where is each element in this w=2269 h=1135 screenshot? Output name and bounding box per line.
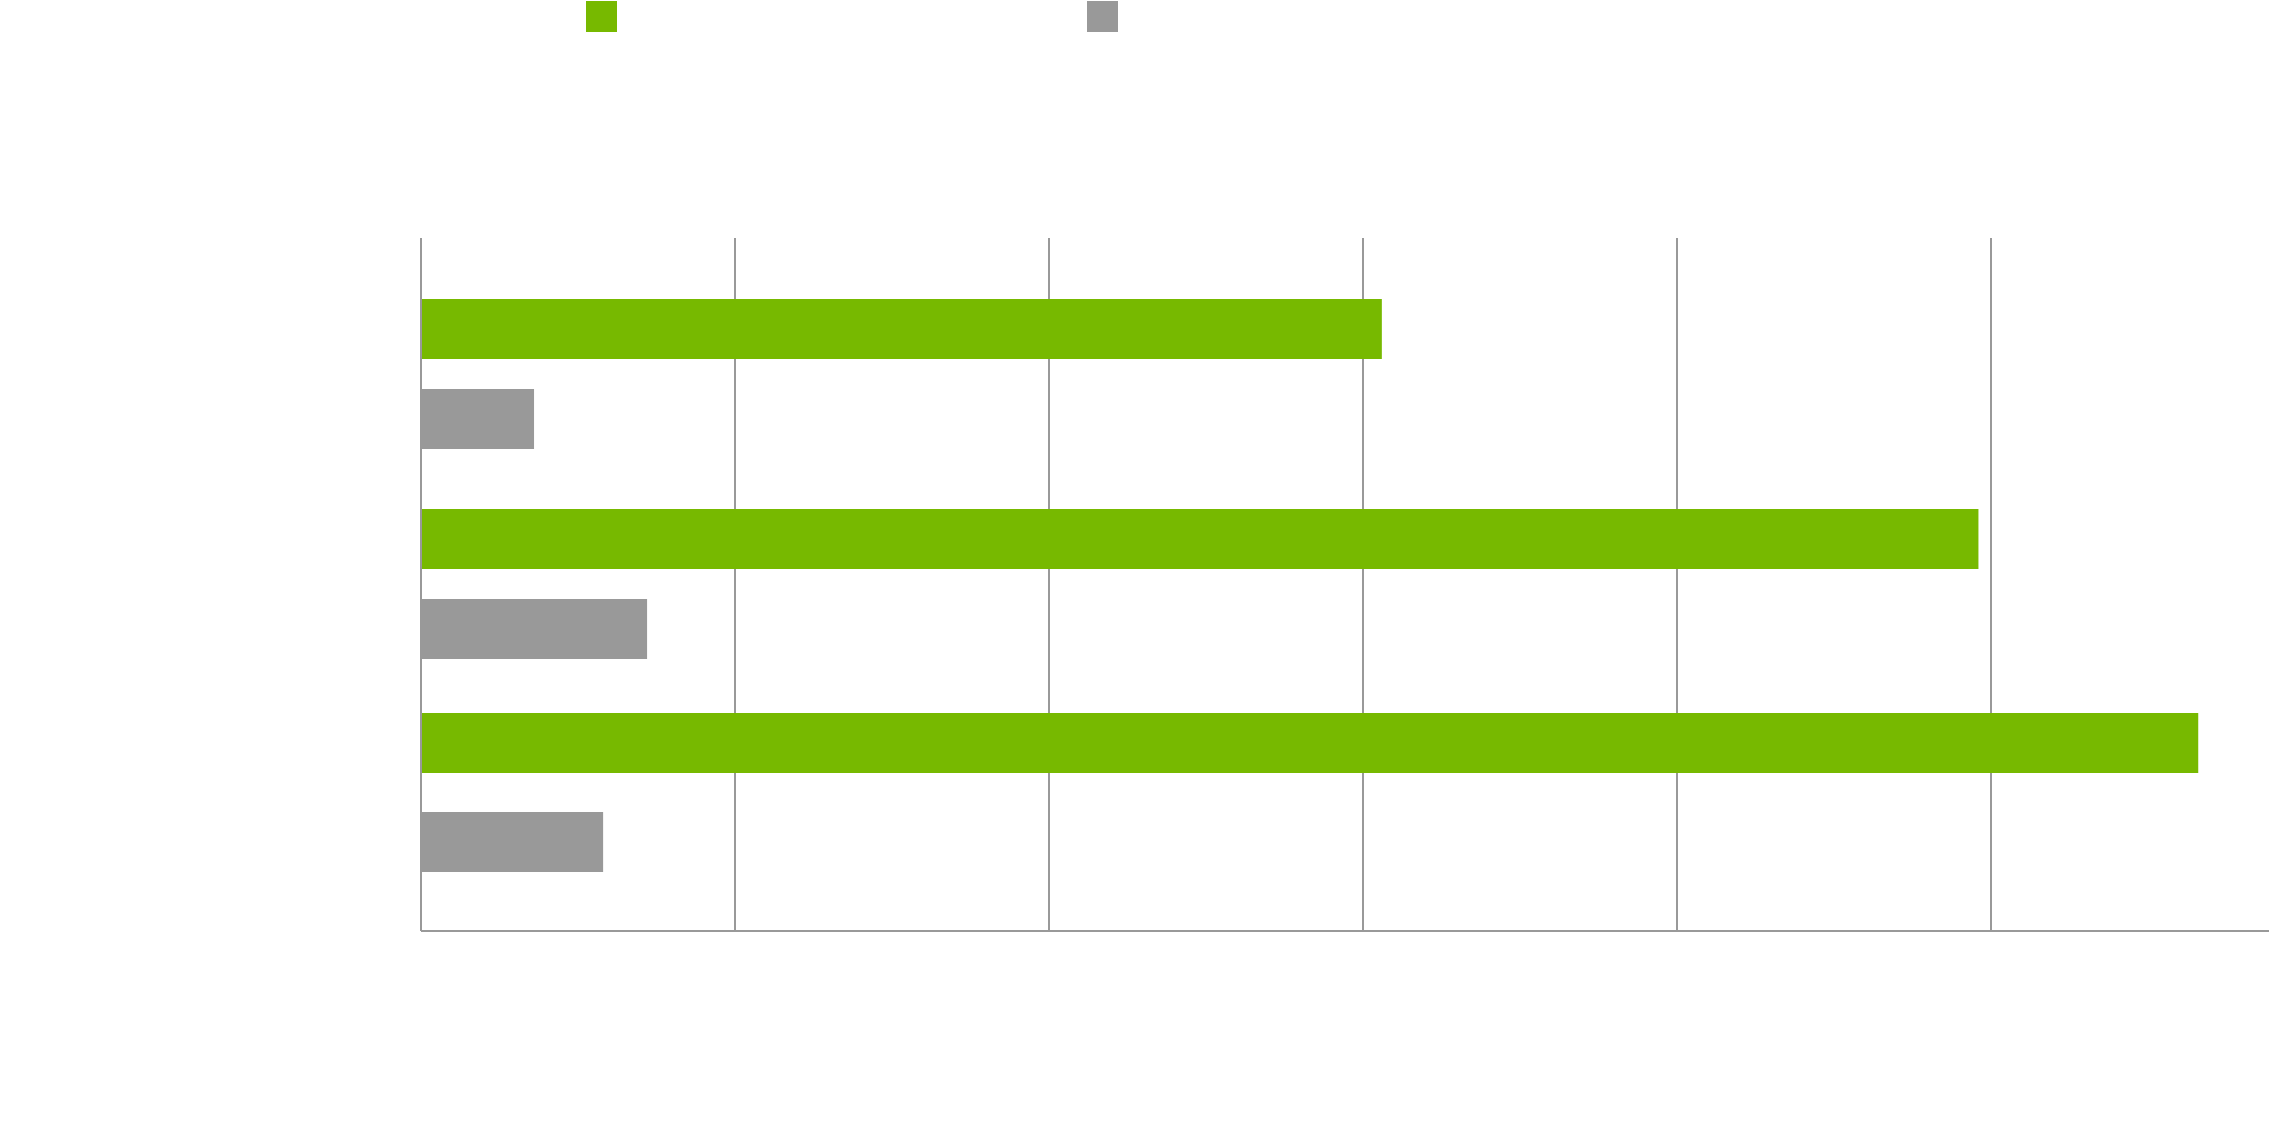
legend-swatch-series-1 bbox=[586, 1, 617, 32]
bar-category-2-series-2 bbox=[422, 599, 648, 659]
bars bbox=[422, 299, 2199, 872]
legend bbox=[586, 1, 1118, 32]
bar-category-3-series-2 bbox=[422, 812, 604, 872]
axes bbox=[420, 238, 2269, 932]
legend-swatch-series-2 bbox=[1087, 1, 1118, 32]
bar-category-1-series-1 bbox=[422, 299, 1382, 359]
bar-category-3-series-1 bbox=[422, 713, 2199, 773]
bar-category-1-series-2 bbox=[422, 389, 535, 449]
bar-category-2-series-1 bbox=[422, 509, 1979, 569]
